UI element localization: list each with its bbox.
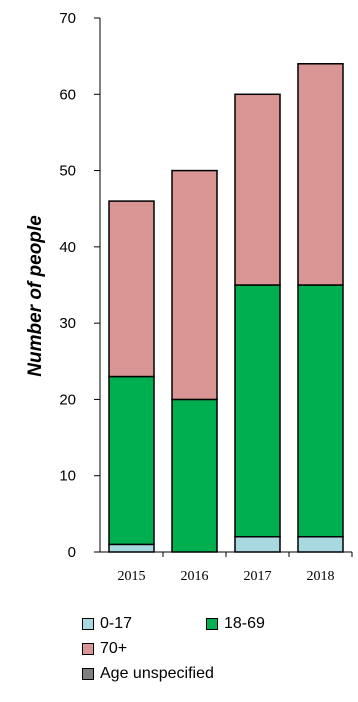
bar-segment-2018-0	[297, 535, 344, 553]
bar-segment-2016-1	[171, 398, 218, 553]
bar-segment-2017-1	[234, 284, 281, 538]
bar-segment-2018-1	[297, 284, 344, 538]
bar-segment-2017-0	[234, 535, 281, 553]
y-tick-label: 20	[59, 391, 76, 408]
legend-label-age-unspecified: Age unspecified	[100, 665, 214, 682]
y-tick-label: 30	[59, 315, 76, 332]
bar-segment-2016-2	[171, 169, 218, 401]
legend-item-age-unspecified: Age unspecified	[82, 665, 214, 683]
legend-label-18-69: 18-69	[224, 615, 265, 632]
y-axis-label: Number of people	[25, 215, 46, 377]
bar-segment-2017-2	[234, 93, 281, 286]
stacked-bar-chart: Number of people 0 10 20 30 40 50 60 70 2015 2016…	[25, 10, 353, 584]
x-tick-label: 2016	[181, 569, 209, 584]
legend-swatch-0-17	[82, 618, 94, 630]
x-tick-label: 2018	[307, 569, 335, 584]
legend-item-0-17: 0-17	[82, 615, 132, 633]
legend-swatch-18-69	[206, 618, 218, 630]
y-tick-label: 0	[68, 544, 76, 561]
bar-segment-2015-1	[108, 375, 155, 546]
legend-item-18-69: 18-69	[206, 615, 265, 633]
bar-segment-2018-2	[297, 63, 344, 286]
legend-swatch-70-plus	[82, 643, 94, 655]
x-tick-label: 2015	[118, 569, 146, 584]
y-tick-label: 70	[59, 10, 76, 27]
legend-swatch-age-unspecified	[82, 668, 94, 680]
axes: 0 10 20 30 40 50 60 70 2015 2016 2017 2018	[59, 10, 353, 584]
bar-segment-2015-0	[108, 543, 155, 553]
x-tick-label: 2017	[244, 569, 272, 584]
legend-item-70-plus: 70+	[82, 640, 127, 658]
legend-label-0-17: 0-17	[100, 615, 133, 632]
y-tick-label: 60	[59, 86, 76, 103]
y-tick-label: 10	[59, 468, 76, 485]
y-tick-label: 50	[59, 163, 76, 180]
bar-segment-2015-2	[108, 200, 155, 378]
legend-label-70-plus: 70+	[100, 640, 128, 657]
bars	[108, 63, 344, 553]
y-tick-label: 40	[59, 239, 76, 256]
